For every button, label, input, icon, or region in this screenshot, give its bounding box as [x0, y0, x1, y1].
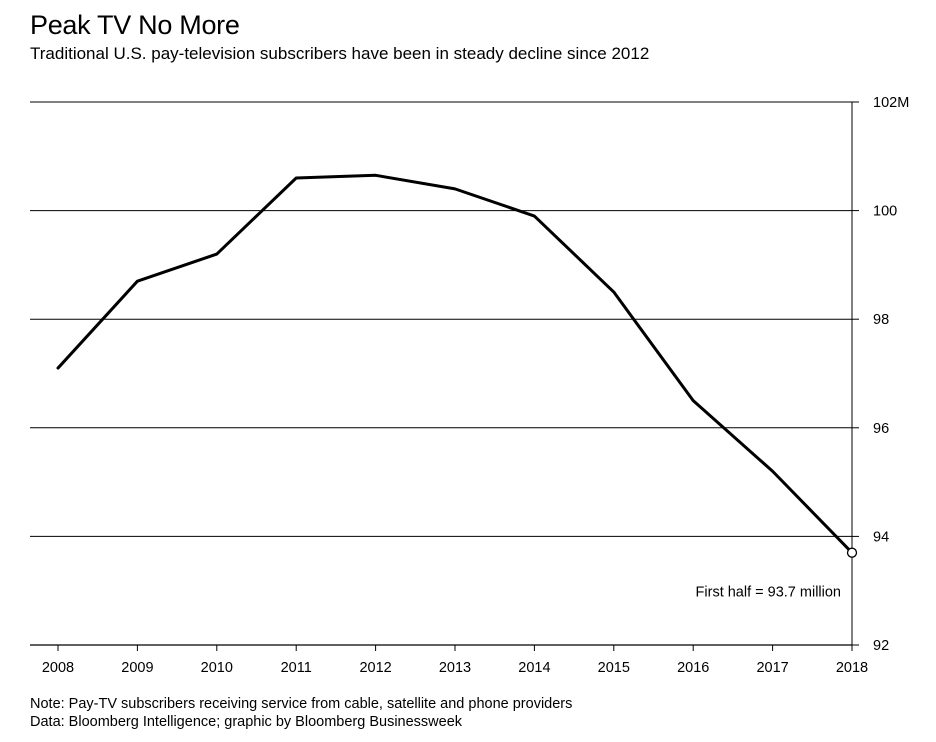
- x-tick-label: 2010: [201, 660, 233, 676]
- x-tick-label: 2012: [359, 660, 391, 676]
- y-tick-label: 92: [873, 638, 889, 654]
- y-tick-label: 98: [873, 312, 889, 328]
- footnote-source: Data: Bloomberg Intelligence; graphic by…: [30, 714, 463, 730]
- annotations: First half = 93.7 million: [696, 585, 841, 601]
- annotation-label: First half = 93.7 million: [696, 585, 841, 601]
- y-tick-label: 94: [873, 529, 889, 545]
- y-tick-label: 96: [873, 421, 889, 437]
- footnote-note: Note: Pay-TV subscribers receiving servi…: [30, 696, 573, 712]
- x-tick-label: 2009: [121, 660, 153, 676]
- axes: 92 94 96 98 100 102M 2008 2009 2010 2011 2012 2013 2…: [42, 95, 909, 676]
- series: [56, 173, 858, 558]
- x-tick-label: 2014: [518, 660, 550, 676]
- y-tick-label: 102M: [873, 95, 909, 111]
- chart-subtitle: Traditional U.S. pay-television subscrib…: [30, 44, 650, 63]
- x-tick-label: 2017: [756, 660, 788, 676]
- gridlines: [30, 101, 852, 646]
- endpoint-marker: [846, 547, 858, 558]
- series-line: [56, 173, 854, 555]
- chart-title: Peak TV No More: [30, 10, 240, 40]
- x-tick-label: 2018: [836, 660, 868, 676]
- x-tick-label: 2011: [281, 660, 312, 676]
- x-tick-label: 2013: [439, 660, 471, 676]
- x-tick-label: 2015: [598, 660, 630, 676]
- x-tick-label: 2016: [677, 660, 709, 676]
- x-tick-label: 2008: [42, 660, 74, 676]
- y-tick-label: 100: [873, 204, 897, 220]
